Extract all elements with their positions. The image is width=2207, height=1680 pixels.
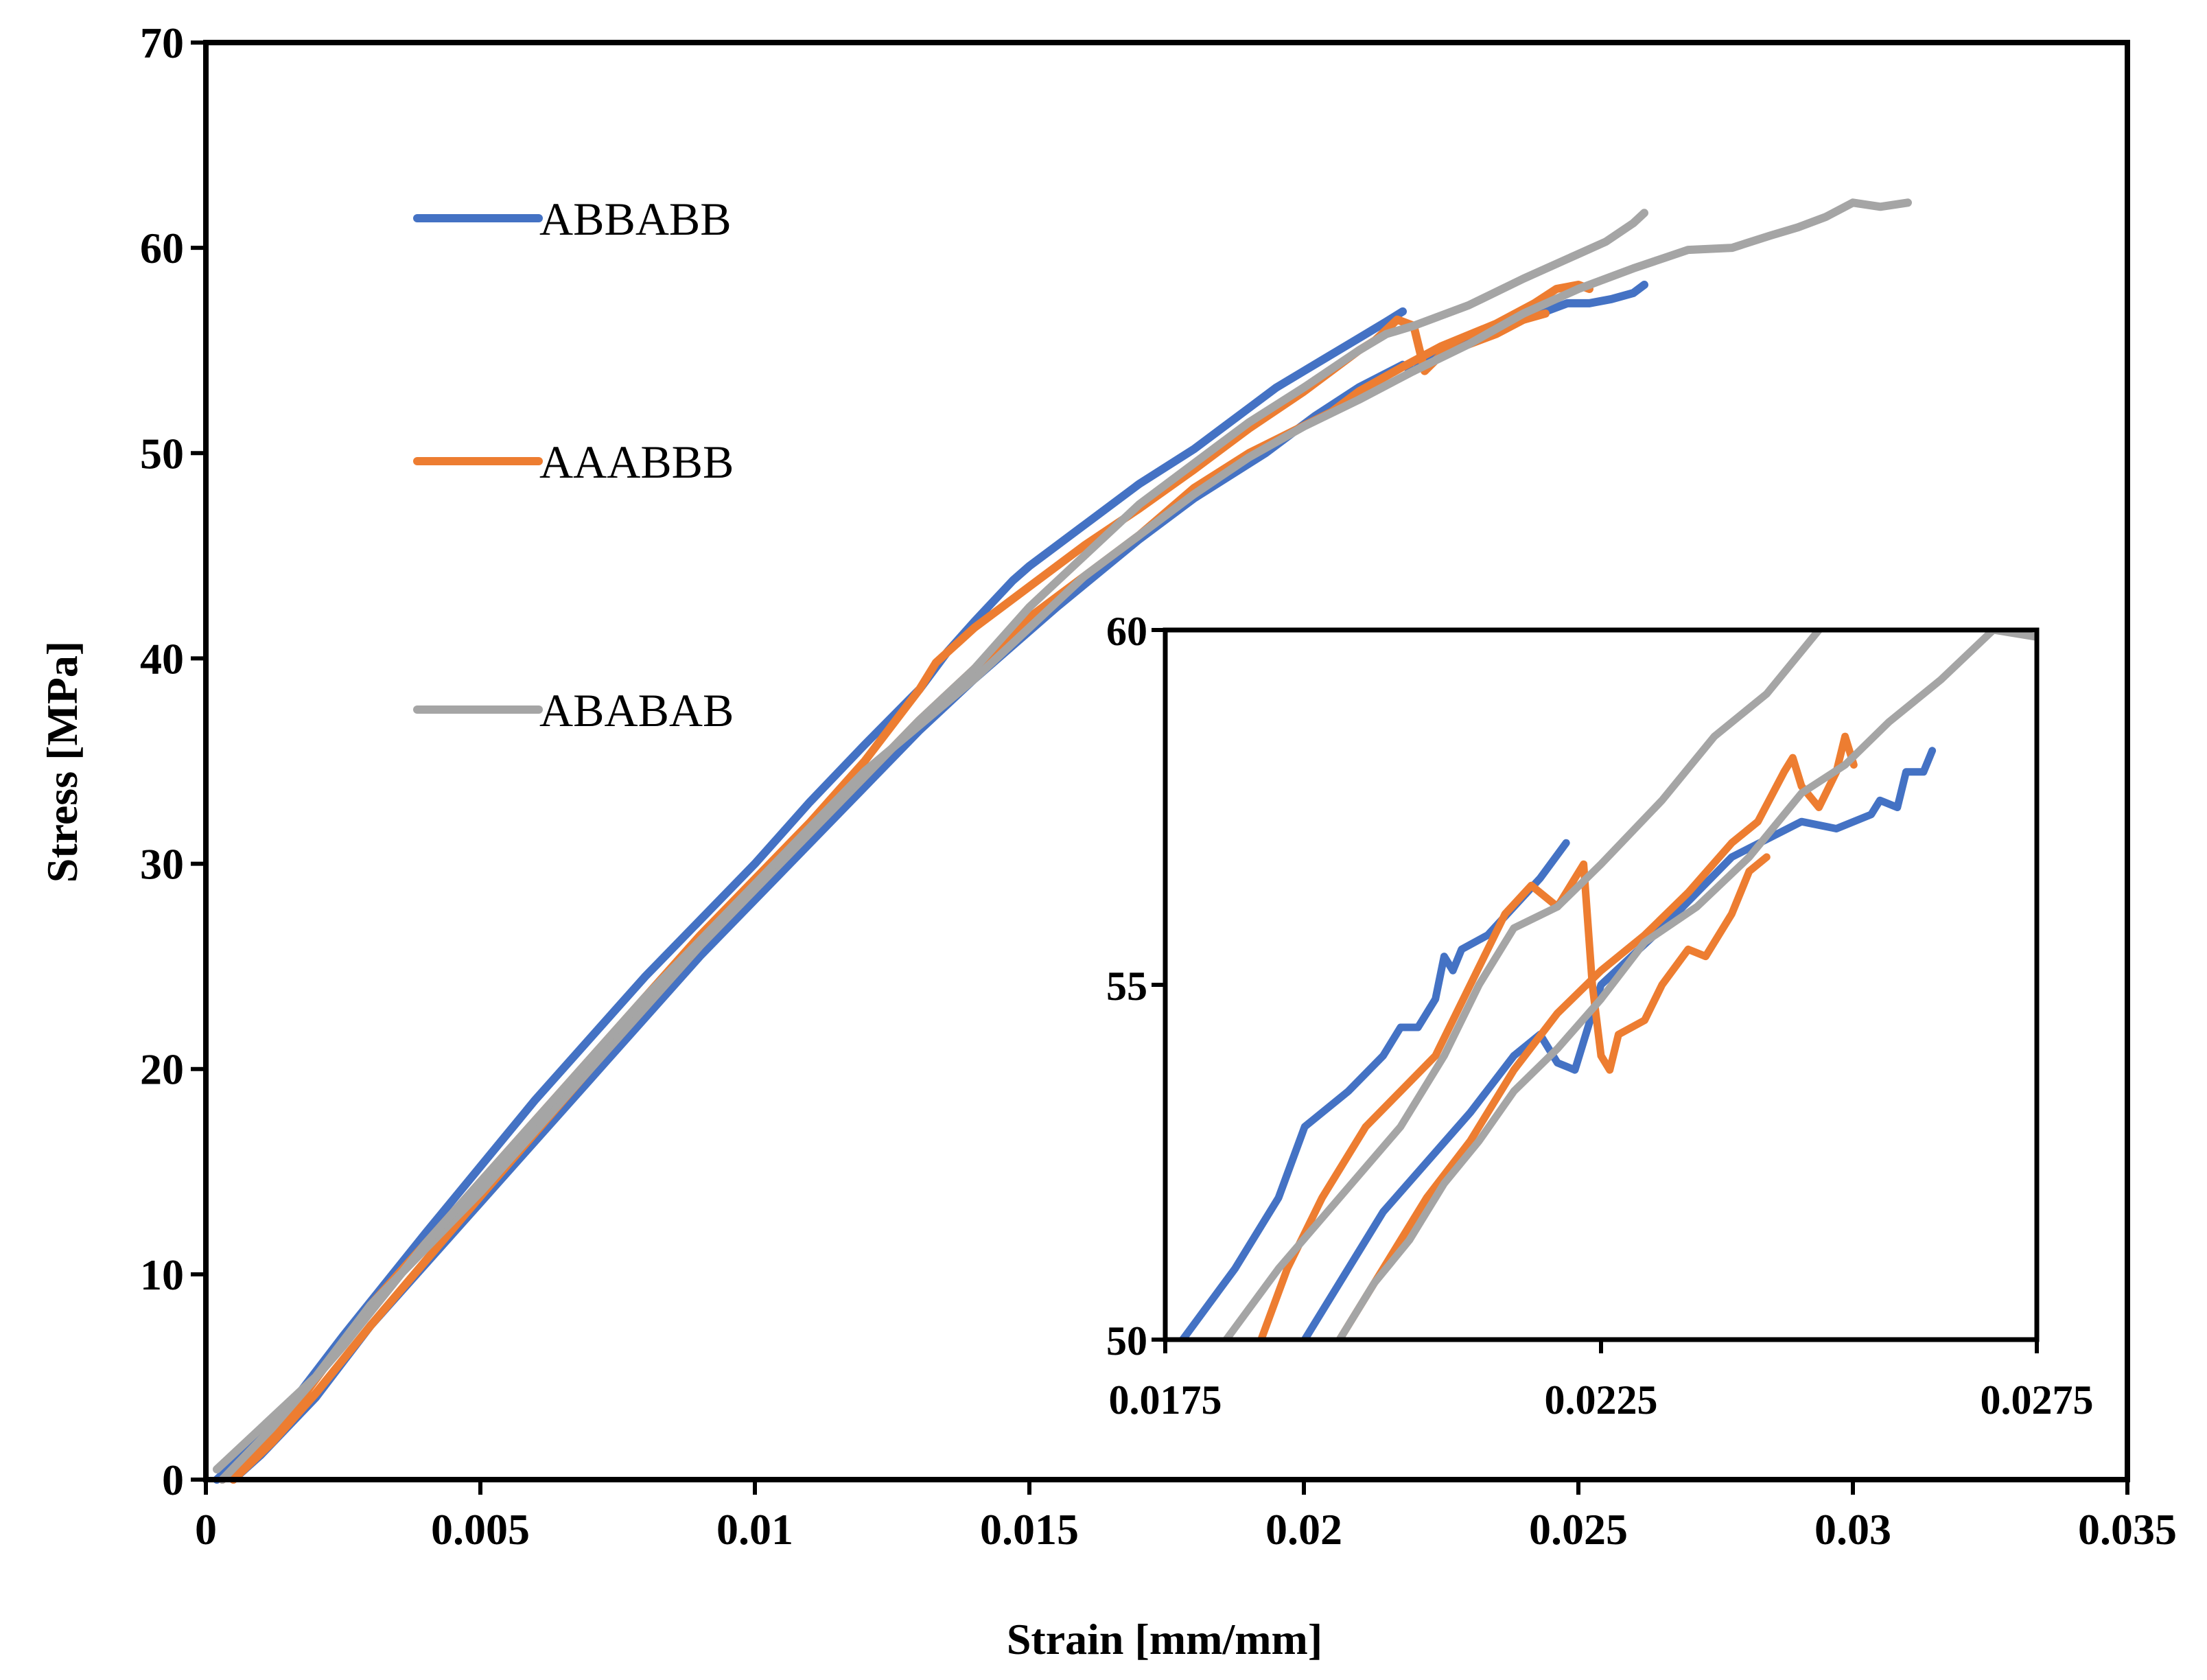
inset-y-tick-labels: 50 55 60	[1106, 609, 1147, 1364]
inset-y-tick-label: 55	[1106, 964, 1147, 1009]
x-axis-title: Strain [mm/mm]	[1007, 1615, 1322, 1664]
inset-y-tick-label: 50	[1106, 1318, 1147, 1364]
legend-entry-ababab: ABABAB	[413, 684, 734, 736]
main-x-tick-label: 0.01	[716, 1505, 793, 1554]
legend-entry-abbabb: ABBABB	[413, 193, 732, 245]
main-x-tick-label: 0.005	[431, 1505, 530, 1554]
inset-series-ababab-curve-2	[1335, 630, 2037, 1340]
main-x-tick-labels: 0 0.005 0.01 0.015 0.02 0.025 0.03 0.035	[195, 1505, 2177, 1554]
main-y-tick-label: 20	[140, 1045, 184, 1094]
main-series-abbabb-curve-1	[213, 307, 1407, 1484]
main-y-tick-label: 60	[140, 224, 184, 272]
main-series-ababab-curve-1	[213, 209, 1648, 1473]
main-y-tick-label: 30	[140, 840, 184, 889]
main-y-tick-label: 50	[140, 429, 184, 478]
inset-axis-ticks	[1152, 628, 2039, 1353]
y-axis-title: Stress [MPa]	[38, 641, 86, 883]
legend-entry-aaabbb: AAABBB	[413, 436, 734, 488]
legend-label-aaabbb: AAABBB	[539, 436, 734, 488]
inset-series-aaabbb-curve-1	[1257, 853, 1771, 1340]
inset-series-ababab-curve-1	[1222, 630, 1823, 1340]
legend-label-abbabb: ABBABB	[539, 193, 732, 245]
legend-label-ababab: ABABAB	[539, 684, 734, 736]
inset-x-tick-label: 0.0225	[1545, 1377, 1658, 1423]
main-plot-frame	[203, 40, 2130, 1482]
main-y-tick-label: 10	[140, 1250, 184, 1299]
main-y-tick-label: 0	[162, 1456, 184, 1504]
main-y-tick-label: 40	[140, 634, 184, 683]
main-y-tick-labels: 0 10 20 30 40 50 60 70	[140, 19, 184, 1504]
inset-series-group	[1178, 630, 2037, 1340]
main-plot: 0 0.005 0.01 0.015 0.02 0.025 0.03 0.035 0 10 20 3…	[140, 19, 2177, 1554]
main-x-tick-label: 0.015	[980, 1505, 1079, 1554]
inset-x-tick-label: 0.0175	[1109, 1377, 1222, 1423]
main-x-tick-label: 0	[195, 1505, 217, 1554]
main-y-tick-label: 70	[140, 19, 184, 67]
inset-series-abbabb-curve-1	[1178, 839, 1570, 1340]
main-x-tick-label: 0.03	[1814, 1505, 1891, 1554]
inset-y-tick-label: 60	[1106, 609, 1147, 654]
inset-series-aaabbb-curve-2	[1335, 732, 1858, 1340]
main-series-group	[213, 198, 1912, 1484]
main-x-tick-label: 0.02	[1265, 1505, 1342, 1554]
main-axis-ticks	[191, 40, 2129, 1495]
main-x-tick-label: 0.025	[1529, 1505, 1628, 1554]
inset-x-tick-label: 0.0275	[1981, 1377, 2094, 1423]
inset-x-tick-labels: 0.0175 0.0225 0.0275	[1109, 1377, 2094, 1423]
main-series-abbabb-curve-2	[229, 281, 1648, 1484]
inset-plot: 0.0175 0.0225 0.0275 50 55 60	[1106, 609, 2094, 1423]
main-x-tick-label: 0.035	[2078, 1505, 2177, 1554]
main-series-ababab-curve-2	[218, 198, 1912, 1484]
legend: ABBABB AAABBB ABABAB	[413, 193, 734, 736]
